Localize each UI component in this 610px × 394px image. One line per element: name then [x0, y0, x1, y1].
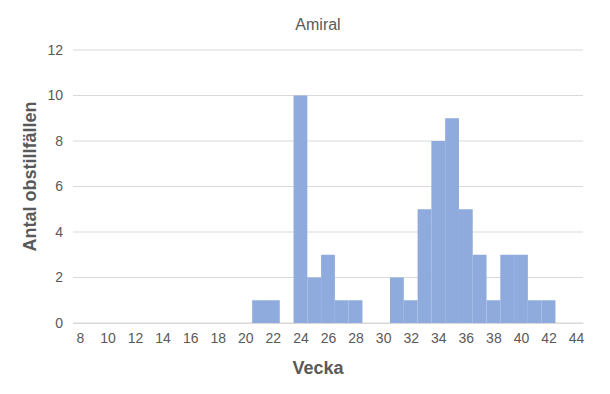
- y-tick: 12: [47, 42, 73, 58]
- y-tick-label: 8: [55, 133, 63, 149]
- y-tick-label: 2: [55, 269, 63, 285]
- x-tick: 44: [569, 323, 585, 346]
- bar: [321, 255, 335, 323]
- bar: [445, 118, 459, 323]
- x-tick-label: 18: [210, 330, 226, 346]
- bar: [418, 209, 432, 323]
- x-tick: 30: [376, 323, 392, 346]
- y-tick: 10: [47, 87, 73, 103]
- bar: [335, 300, 349, 323]
- x-axis: 8 10 12 14 16 18 20 22 24 26 28 30 32 34 36 38 40 42 44: [74, 323, 585, 346]
- bar: [431, 141, 445, 323]
- x-tick-label: 8: [76, 330, 84, 346]
- bar: [376, 323, 390, 324]
- x-tick-label: 30: [376, 330, 392, 346]
- x-tick-label: 42: [541, 330, 557, 346]
- x-tick-label: 26: [321, 330, 337, 346]
- x-tick: 26: [321, 323, 337, 346]
- x-tick: 38: [486, 323, 502, 346]
- bar: [404, 300, 418, 323]
- x-tick: 14: [155, 323, 171, 346]
- x-tick-label: 20: [238, 330, 254, 346]
- y-tick-label: 10: [47, 87, 63, 103]
- title: Amiral: [295, 16, 340, 33]
- y-axis: 0 2 4 6 8 10 12: [47, 42, 73, 331]
- x-tick-label: 40: [514, 330, 530, 346]
- grid-line: [73, 232, 583, 233]
- y-tick-label: 12: [47, 42, 63, 58]
- x-axis-title: Vecka: [292, 358, 344, 378]
- bars: [252, 96, 555, 324]
- x-tick-label: 32: [403, 330, 419, 346]
- bar: [266, 300, 280, 323]
- x-tick: 18: [210, 323, 226, 346]
- grid-line: [73, 50, 583, 51]
- x-tick: 16: [183, 323, 199, 346]
- bar: [252, 300, 266, 323]
- x-tick-label: 12: [128, 330, 144, 346]
- x-tick: 28: [348, 323, 364, 346]
- x-tick-label: 34: [431, 330, 447, 346]
- x-tick-label: 22: [266, 330, 282, 346]
- x-tick-label: 44: [569, 330, 585, 346]
- bar: [307, 278, 321, 324]
- y-axis-title: Antal obstillfällen: [20, 101, 40, 251]
- bar: [362, 323, 376, 324]
- x-tick-label: 10: [100, 330, 116, 346]
- bar: [528, 300, 542, 323]
- x-tick: 10: [100, 323, 116, 346]
- x-tick-label: 24: [293, 330, 309, 346]
- grid-line: [73, 141, 583, 142]
- y-tick-label: 0: [55, 315, 63, 331]
- x-tick: 32: [403, 323, 419, 346]
- x-tick-label: 28: [348, 330, 364, 346]
- y-tick: 0: [55, 315, 73, 331]
- bar: [459, 209, 473, 323]
- bar: [280, 323, 294, 324]
- grid-line: [73, 186, 583, 187]
- y-axis-line: [73, 51, 74, 324]
- grid: [73, 50, 583, 323]
- x-tick-label: 16: [183, 330, 199, 346]
- x-axis-line: [74, 323, 584, 324]
- x-tick: 20: [238, 323, 254, 346]
- bar: [542, 300, 556, 323]
- bar: [500, 255, 514, 323]
- bar: [473, 255, 487, 323]
- x-tick-label: 36: [459, 330, 475, 346]
- chart: 0246810128101214161820222426283032343638…: [0, 0, 610, 394]
- bar: [487, 300, 501, 323]
- x-tick: 36: [459, 323, 475, 346]
- bar: [349, 300, 363, 323]
- bar: [294, 96, 308, 324]
- bar: [514, 255, 528, 323]
- grid-line: [73, 95, 583, 96]
- y-tick-label: 4: [55, 224, 63, 240]
- x-tick: 8: [76, 323, 84, 346]
- y-tick: 2: [55, 269, 73, 285]
- bar: [390, 278, 404, 324]
- y-tick: 8: [55, 133, 73, 149]
- x-tick-label: 38: [486, 330, 502, 346]
- y-tick: 6: [55, 178, 73, 194]
- y-tick: 4: [55, 224, 73, 240]
- plot: 0246810128101214161820222426283032343638…: [47, 42, 584, 346]
- x-tick: 22: [266, 323, 282, 346]
- x-tick: 40: [514, 323, 530, 346]
- x-tick: 12: [128, 323, 144, 346]
- x-tick-label: 14: [155, 330, 171, 346]
- y-tick-label: 6: [55, 178, 63, 194]
- x-tick: 24: [293, 323, 309, 346]
- x-tick: 42: [541, 323, 557, 346]
- x-tick: 34: [431, 323, 447, 346]
